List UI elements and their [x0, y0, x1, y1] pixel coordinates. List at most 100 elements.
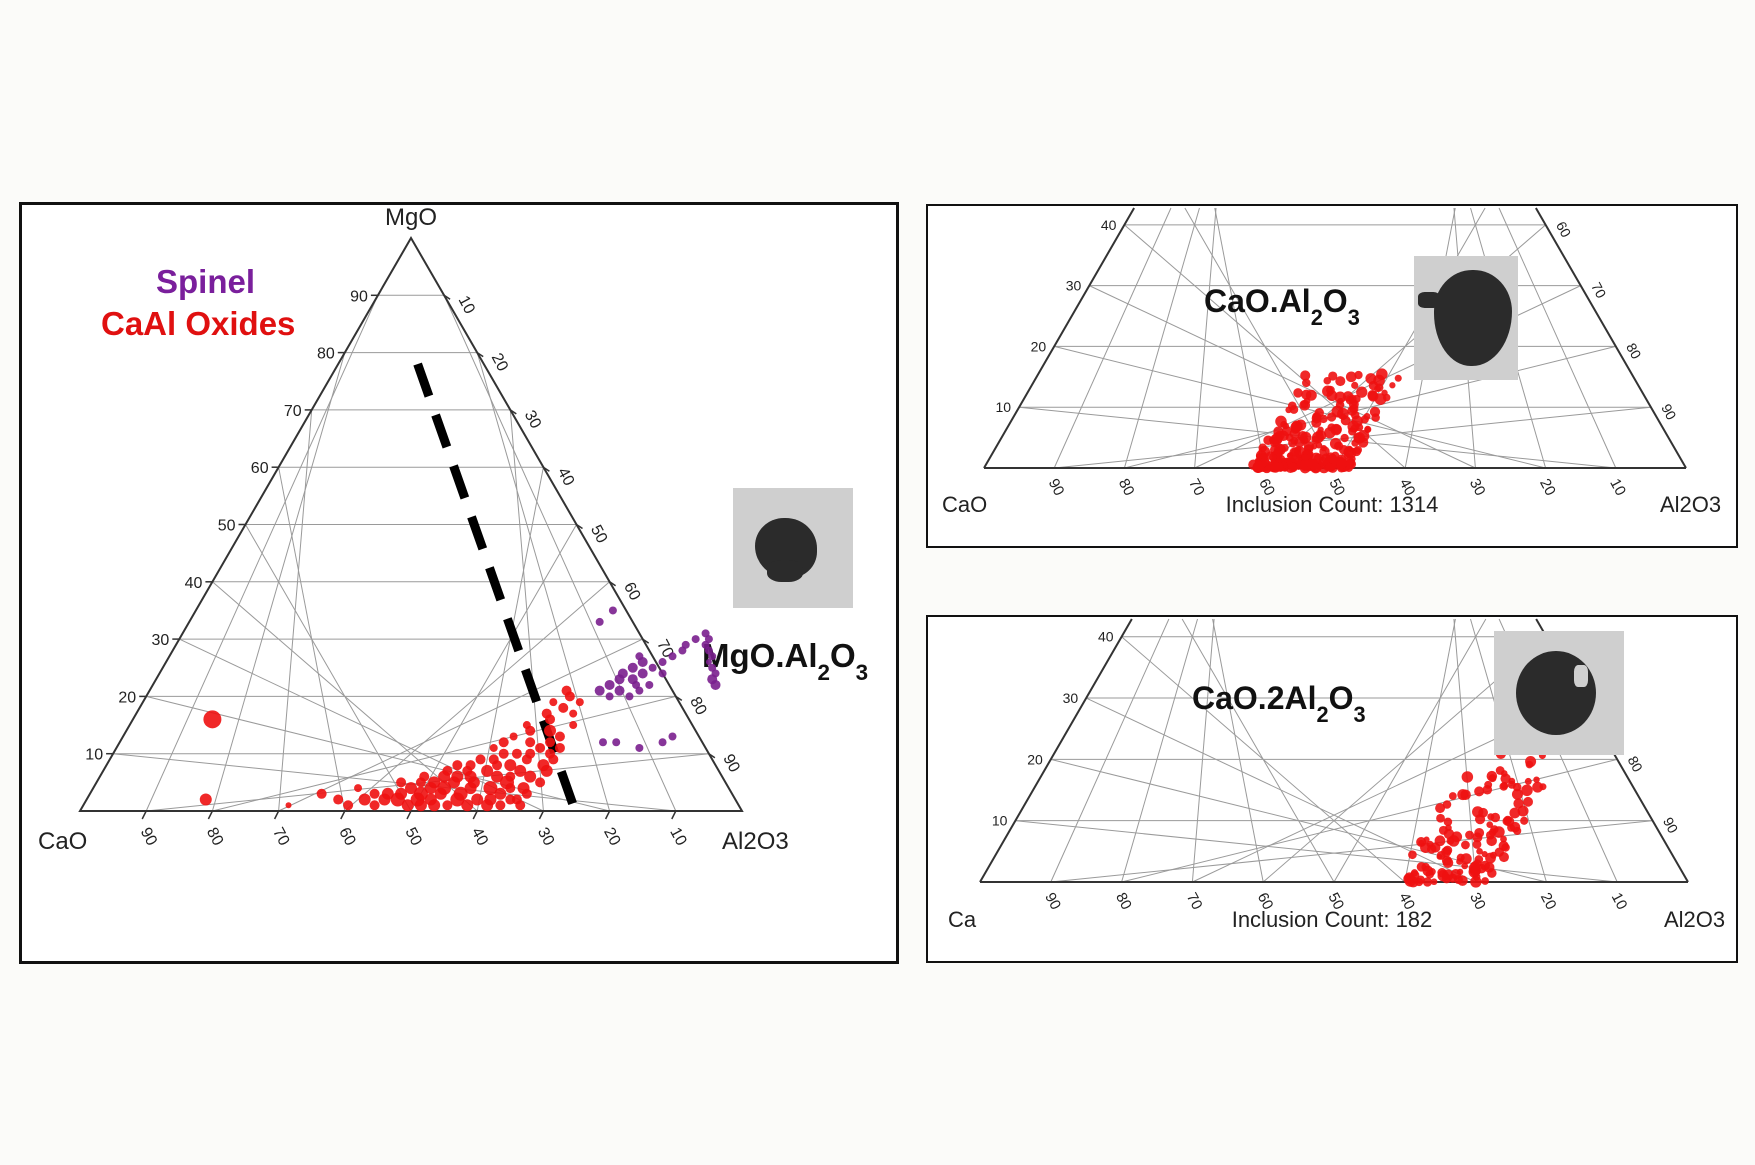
data-point — [316, 788, 327, 799]
data-point — [535, 777, 546, 788]
data-point — [1271, 437, 1279, 445]
tick-label: 90 — [1045, 476, 1068, 499]
data-point — [434, 787, 447, 800]
tick — [609, 581, 617, 587]
data-point — [1356, 386, 1368, 398]
data-point — [1255, 453, 1263, 460]
data-point — [635, 743, 644, 752]
data-point — [415, 777, 426, 788]
data-point — [549, 698, 558, 707]
data-point — [548, 754, 559, 765]
data-point — [1293, 388, 1303, 398]
data-point — [1374, 385, 1381, 393]
tick-label: 50 — [1324, 890, 1347, 913]
tick — [542, 466, 550, 472]
data-point — [1478, 807, 1488, 818]
data-point — [442, 800, 453, 811]
gridline — [1050, 618, 1170, 883]
corner-label-right: Al2O3 — [1664, 907, 1725, 932]
data-point — [1487, 868, 1497, 878]
data-point — [452, 760, 463, 771]
data-point — [1521, 784, 1533, 797]
data-point — [1315, 429, 1323, 437]
data-point — [462, 765, 473, 776]
data-point — [369, 800, 380, 811]
data-point — [448, 776, 461, 789]
data-point — [504, 759, 517, 772]
gridline — [146, 695, 610, 812]
data-point — [1345, 459, 1357, 470]
data-point — [1436, 813, 1445, 823]
tick-label: 10 — [455, 293, 478, 317]
data-point — [1364, 426, 1371, 433]
data-point — [1273, 426, 1284, 437]
data-point — [648, 663, 657, 672]
data-point — [1365, 373, 1377, 384]
data-point — [1353, 432, 1364, 443]
data-point — [1512, 782, 1522, 792]
data-point — [691, 635, 700, 644]
tick-label: 40 — [468, 825, 491, 849]
data-point — [1336, 458, 1347, 469]
tick-label: 10 — [1608, 890, 1631, 913]
tick-label: 20 — [1536, 476, 1559, 499]
data-point — [509, 732, 518, 741]
data-point — [608, 606, 617, 615]
data-point — [410, 792, 425, 807]
tick — [141, 810, 147, 820]
data-point — [524, 770, 537, 783]
inclusion-photo-cao-2al2o3 — [1494, 631, 1624, 755]
gridline — [212, 695, 676, 812]
data-point — [569, 709, 578, 718]
caal-panel-2: 1020304060708090908070605040302010CaAl2O… — [926, 615, 1738, 963]
gridline — [146, 753, 709, 812]
tick-label: 80 — [1112, 890, 1135, 913]
data-point — [464, 782, 477, 795]
tick — [642, 638, 650, 644]
tick-label: 30 — [1466, 890, 1489, 913]
data-point — [492, 760, 503, 771]
data-point — [605, 692, 614, 701]
data-point — [575, 698, 584, 707]
data-point — [612, 738, 621, 747]
data-point — [1360, 415, 1369, 424]
data-point — [369, 788, 380, 799]
data-point — [1524, 777, 1532, 785]
data-point — [1288, 438, 1297, 448]
tick — [472, 810, 478, 820]
tick-label: 30 — [1066, 278, 1082, 294]
gridline — [1333, 618, 1487, 883]
tick — [476, 351, 484, 358]
tick-label: 20 — [600, 825, 623, 849]
data-point — [1340, 433, 1349, 443]
gridline — [179, 638, 544, 812]
gridline — [1121, 636, 1406, 883]
tick-label: 40 — [1396, 476, 1419, 499]
apex-label-right: Al2O3 — [722, 828, 789, 855]
data-point — [505, 783, 516, 794]
data-point — [1342, 391, 1354, 402]
data-point — [1474, 827, 1485, 838]
tick-label: 60 — [335, 825, 358, 849]
data-point — [1525, 760, 1534, 769]
data-point — [637, 668, 648, 679]
data-point — [438, 770, 451, 783]
data-point — [481, 799, 494, 812]
data-point — [617, 668, 628, 679]
data-point — [522, 721, 531, 730]
data-point — [554, 731, 565, 742]
data-point — [1418, 839, 1425, 847]
tick-label: 30 — [1063, 690, 1079, 706]
data-point — [494, 787, 507, 800]
tick-label: 60 — [1255, 476, 1278, 499]
data-point — [658, 669, 667, 678]
tick-label: 20 — [488, 350, 511, 374]
data-point — [1451, 831, 1463, 843]
data-point — [378, 793, 391, 806]
data-point — [1354, 370, 1363, 380]
data-point — [1282, 422, 1290, 430]
data-point — [627, 662, 638, 673]
data-point — [635, 686, 644, 695]
data-point — [1290, 421, 1303, 433]
data-point — [1523, 796, 1533, 807]
